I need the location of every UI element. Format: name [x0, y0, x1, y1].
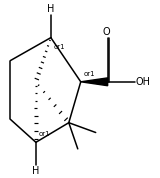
Text: or1: or1 [84, 71, 95, 77]
Text: H: H [47, 4, 55, 14]
Polygon shape [81, 78, 108, 86]
Text: or1: or1 [39, 131, 51, 137]
Text: O: O [102, 27, 110, 37]
Text: H: H [32, 166, 40, 176]
Text: OH: OH [135, 77, 150, 87]
Text: or1: or1 [54, 44, 65, 50]
